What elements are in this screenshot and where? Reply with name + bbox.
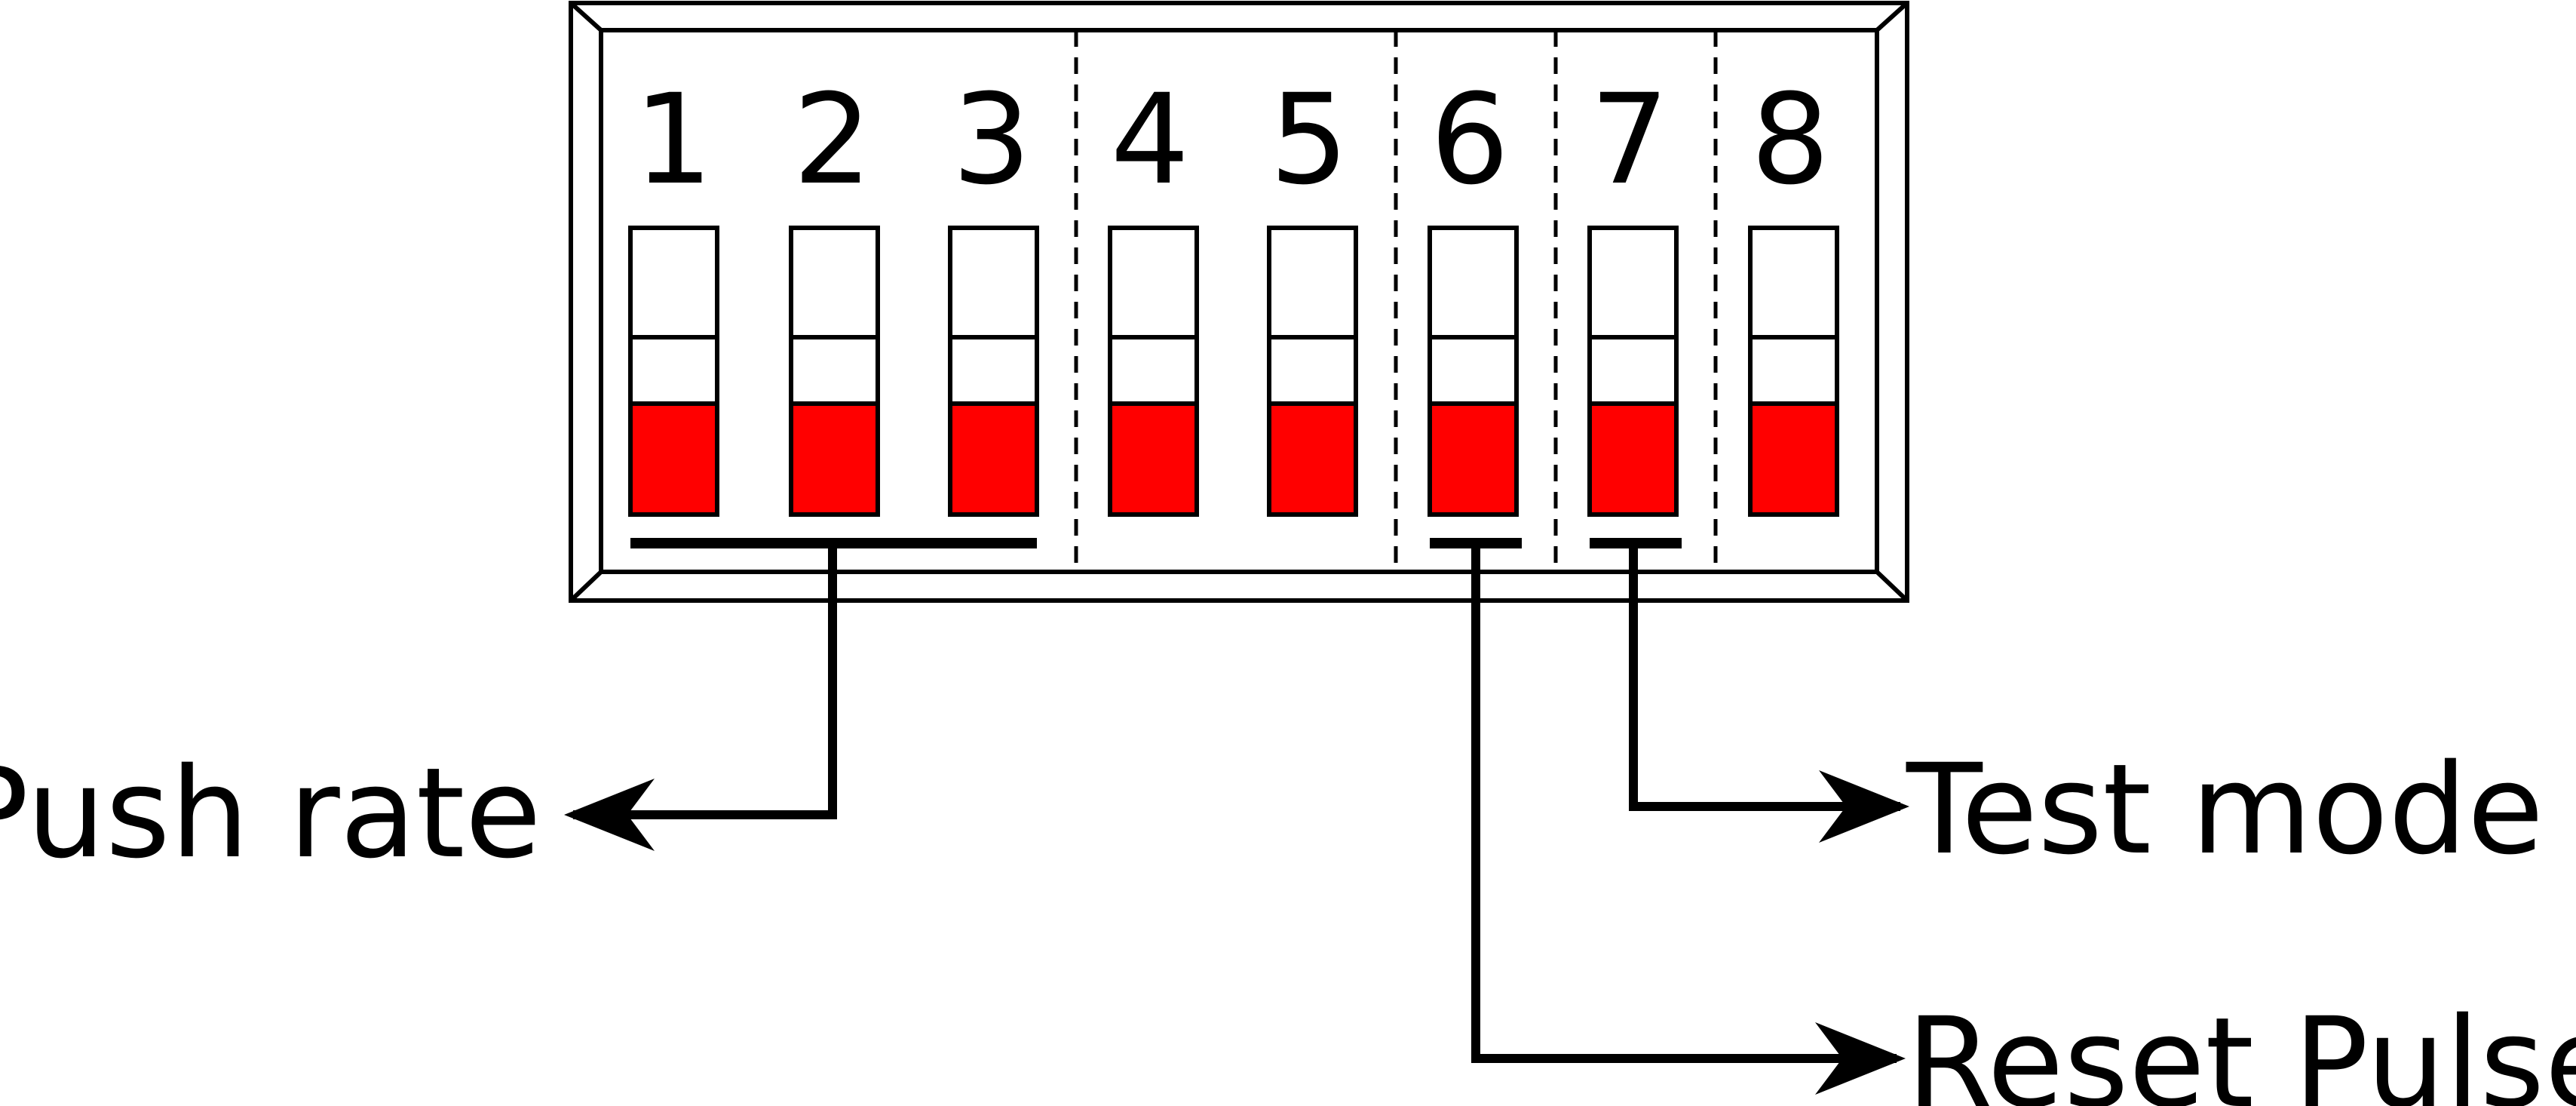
dip-switch-1[interactable] xyxy=(628,226,719,517)
switch-actuator xyxy=(1748,401,1839,517)
dip-switch-5[interactable] xyxy=(1267,226,1358,517)
group-separators xyxy=(1074,30,1718,572)
switch-number-4: 4 xyxy=(1111,67,1190,212)
housing-bevel xyxy=(1875,1,1909,32)
switch-number-5: 5 xyxy=(1270,67,1349,212)
dip-switch-4[interactable] xyxy=(1108,226,1199,517)
switch-housing xyxy=(569,1,1909,603)
test-mode-label: Test mode xyxy=(1906,737,2544,882)
switch-actuator xyxy=(1108,401,1199,517)
switch-actuator xyxy=(1267,401,1358,517)
housing-bevel xyxy=(1875,570,1909,603)
reset-pulse-label: Reset Pulse xyxy=(1906,991,2576,1106)
switch-number-1: 1 xyxy=(634,67,713,212)
housing-outer-frame xyxy=(569,1,1909,603)
switch-actuator xyxy=(628,401,719,517)
switch-bodies xyxy=(628,226,1839,517)
push-rate-leader-arrow xyxy=(564,543,837,851)
switch-number-2: 2 xyxy=(793,67,872,212)
callout-labels: Push rate Test mode Reset Pulse xyxy=(0,737,2576,1106)
dip-switch-2[interactable] xyxy=(789,226,880,517)
dip-switch-8[interactable] xyxy=(1748,226,1839,517)
switch-actuator xyxy=(1428,401,1519,517)
push-rate-label: Push rate xyxy=(0,741,541,886)
switch-number-7: 7 xyxy=(1590,67,1670,212)
housing-inner-frame xyxy=(599,28,1879,574)
reset-pulse-leader-arrow xyxy=(1471,543,1906,1095)
switch-actuator xyxy=(1587,401,1679,517)
switch-number-3: 3 xyxy=(952,67,1032,212)
switch-numbers: 1 2 3 4 5 6 7 8 xyxy=(634,67,1830,212)
housing-bevel xyxy=(569,1,603,32)
dip-switch-7[interactable] xyxy=(1587,226,1679,517)
leader-lines xyxy=(564,543,1909,1095)
switch-number-6: 6 xyxy=(1431,67,1510,212)
dip-switch-3[interactable] xyxy=(948,226,1039,517)
switch-number-8: 8 xyxy=(1751,67,1830,212)
dip-switch-6[interactable] xyxy=(1428,226,1519,517)
housing-bevel xyxy=(569,570,603,603)
switch-actuator xyxy=(789,401,880,517)
test-mode-leader-arrow xyxy=(1629,543,1909,843)
switch-actuator xyxy=(948,401,1039,517)
